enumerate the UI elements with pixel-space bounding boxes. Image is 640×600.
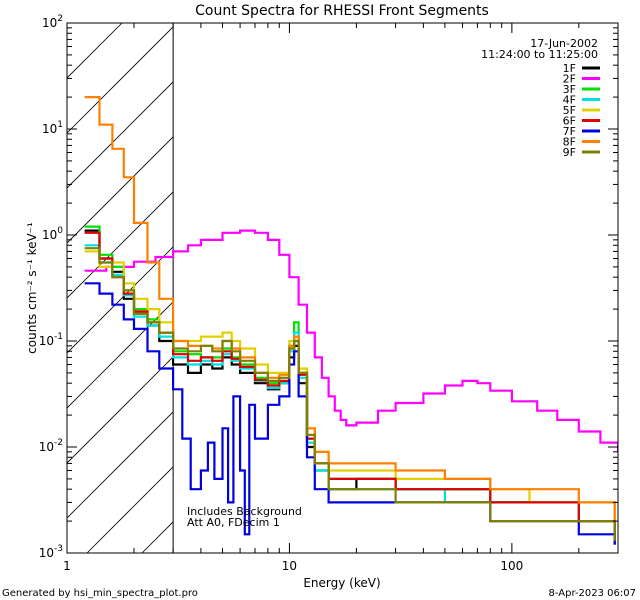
series-6f-line (84, 231, 616, 538)
hatch-line (67, 81, 174, 189)
y-tick-label: 10-2 (39, 438, 63, 454)
series-1f-line (84, 229, 616, 545)
y-tick-label: 101 (42, 120, 63, 136)
hatch-line (417, 23, 640, 553)
chart-title: Count Spectra for RHESSI Front Segments (195, 3, 489, 19)
hatch-line (67, 301, 174, 409)
background-annotation: Includes Background (187, 505, 302, 518)
hatch-lines (67, 23, 640, 553)
y-tick-label: 10-3 (39, 544, 63, 560)
x-axis-label: Energy (keV) (303, 576, 380, 590)
legend-label-9f: 9F (563, 146, 576, 159)
hatch-line (67, 26, 174, 134)
legend-label-7f: 7F (563, 125, 576, 138)
series-7f-line (84, 282, 616, 545)
y-tick-label: 10-1 (39, 332, 63, 348)
legend-label-2f: 2F (563, 73, 576, 86)
series-group (84, 96, 618, 545)
series-4f-line (84, 244, 616, 541)
hatch-line (67, 356, 174, 464)
attenuator-annotation: Att A0, FDecim 1 (187, 516, 280, 529)
x-tick-label: 10 (282, 559, 297, 573)
hatch-line (307, 23, 640, 553)
hatch-line (67, 411, 174, 519)
legend-label-1f: 1F (563, 62, 576, 75)
series-9f-line (84, 247, 616, 541)
y-tick-label: 100 (42, 226, 63, 242)
hatch-line (86, 466, 174, 553)
time-range-label: 11:24:00 to 11:25:00 (481, 48, 598, 61)
axes: 1 10 100 10-3 10-2 10-1 100 101 102 (39, 14, 619, 573)
y-axis-label: counts cm⁻² s⁻¹ keV⁻¹ (25, 222, 39, 354)
hatch-line (362, 23, 640, 553)
series-5f-line (84, 250, 616, 526)
timestamp-note: 8-Apr-2023 06:07 (549, 588, 636, 599)
series-8f-line (84, 96, 616, 522)
legend-label-5f: 5F (563, 104, 576, 117)
hatched-region (67, 23, 640, 553)
legend-label-3f: 3F (563, 83, 576, 96)
legend-label-6f: 6F (563, 115, 576, 128)
legend-label-4f: 4F (563, 94, 576, 107)
x-tick-label: 1 (63, 559, 71, 573)
hatch-line (67, 246, 174, 354)
date-label: 17-Jun-2002 (530, 37, 598, 50)
hatch-line (67, 23, 123, 79)
generator-note: Generated by hsi_min_spectra_plot.pro (2, 588, 198, 599)
hatch-line (582, 23, 640, 553)
plot-frame (66, 22, 619, 554)
series-2f-line (84, 229, 618, 452)
hatch-line (472, 23, 640, 553)
hatch-line (527, 23, 640, 553)
hatch-line (67, 191, 174, 299)
legend-label-8f: 8F (563, 136, 576, 149)
x-tick-label: 100 (500, 559, 523, 573)
y-tick-label: 102 (42, 14, 63, 30)
